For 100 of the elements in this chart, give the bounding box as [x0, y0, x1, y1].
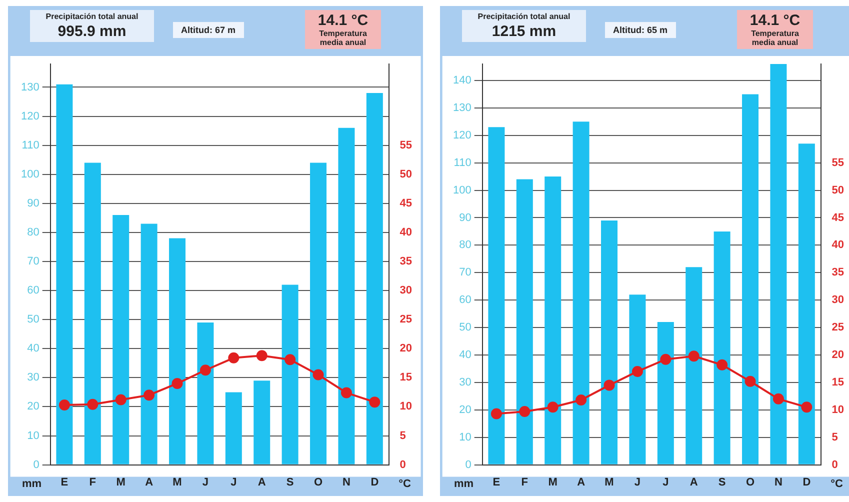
- bar: [225, 392, 242, 464]
- point: [172, 378, 183, 389]
- point: [519, 406, 530, 418]
- x-tick-label: E: [492, 476, 500, 488]
- x-tick-label: J: [662, 476, 669, 488]
- x-tick-label: A: [690, 476, 698, 488]
- y-tick-label: 50: [459, 322, 472, 334]
- bar: [572, 122, 590, 464]
- y2-tick-label: 20: [832, 349, 844, 362]
- y-tick-label: 20: [459, 404, 472, 416]
- point: [801, 402, 812, 413]
- bar: [282, 284, 298, 464]
- x-tick-label: M: [116, 476, 126, 488]
- x-tick-label: E: [60, 476, 68, 488]
- y-tick-label: 70: [27, 256, 40, 268]
- x-tick-label: O: [314, 476, 323, 488]
- text: 1215 mm: [490, 23, 558, 40]
- text: Precipitación total anual: [476, 12, 572, 21]
- text: 995.9 mm: [56, 23, 128, 40]
- bar: [742, 94, 759, 464]
- y-tick-label: 110: [22, 139, 40, 152]
- bar: [601, 220, 618, 464]
- text: Temperatura media anual: [750, 29, 800, 47]
- x-tick-label: F: [89, 476, 96, 488]
- x-tick-label: J: [634, 476, 641, 488]
- y-tick-label: 110: [454, 156, 472, 169]
- point: [284, 354, 296, 366]
- y2-tick-label: 5: [832, 431, 838, 444]
- y2-tick-label: 35: [832, 266, 844, 279]
- y2-tick-label: 10: [400, 400, 412, 413]
- y2-tick-label: 30: [832, 294, 844, 306]
- point: [688, 350, 700, 362]
- bar: [112, 215, 130, 464]
- y-tick-label: 90: [459, 212, 472, 224]
- y-tick-label: 120: [452, 129, 472, 142]
- bar: [629, 294, 646, 464]
- bar: [686, 267, 702, 464]
- point: [87, 398, 98, 410]
- bar: [56, 84, 73, 464]
- x-tick-label: J: [230, 476, 237, 488]
- text: 14.1 °C: [316, 12, 370, 29]
- point: [576, 394, 587, 406]
- x-tick-label: D: [370, 476, 379, 488]
- y-tick-label: 80: [459, 239, 472, 252]
- y-tick-label: 70: [459, 266, 472, 279]
- bar: [488, 127, 505, 464]
- text: 14.1 °C: [748, 12, 802, 29]
- y-tick-label: 130: [20, 81, 40, 94]
- y2-tick-label: 5: [400, 430, 406, 442]
- point: [312, 369, 324, 380]
- y2-tick-label: 10: [832, 404, 844, 416]
- text: Altitud: 65 m: [613, 25, 668, 35]
- y-axis-title: mm: [22, 478, 42, 490]
- x-tick-label: O: [746, 476, 755, 488]
- x-tick-label: S: [718, 476, 726, 488]
- y-tick-label: 0: [465, 458, 472, 471]
- point: [632, 366, 643, 377]
- y2-tick-label: 50: [832, 184, 844, 196]
- y-tick-label: 100: [20, 168, 40, 180]
- y2-tick-label: 35: [400, 256, 412, 268]
- point: [772, 393, 784, 404]
- point: [256, 350, 268, 362]
- y2-tick-label: 25: [400, 314, 412, 326]
- y2-tick-label: 0: [400, 458, 406, 471]
- y2-tick-label: 25: [832, 322, 844, 334]
- bar: [197, 322, 214, 464]
- point: [547, 402, 558, 413]
- x-tick-label: M: [548, 476, 558, 488]
- point: [369, 396, 380, 408]
- y2-tick-label: 40: [832, 239, 844, 252]
- x-tick-label: F: [521, 476, 528, 488]
- y-tick-label: 50: [27, 314, 40, 326]
- y2-tick-label: 20: [400, 342, 412, 355]
- y2-tick-label: 55: [400, 139, 412, 152]
- bar: [84, 162, 101, 464]
- y-tick-label: 40: [27, 342, 40, 355]
- y-tick-label: 120: [20, 110, 40, 122]
- point: [115, 394, 126, 406]
- y-tick-label: 30: [459, 376, 472, 388]
- x-tick-label: A: [258, 476, 266, 488]
- y-tick-label: 90: [27, 197, 40, 210]
- x-tick-label: M: [172, 476, 182, 488]
- bar: [657, 322, 674, 464]
- y2-tick-label: 45: [400, 197, 412, 210]
- point: [144, 390, 155, 401]
- x-tick-label: A: [577, 476, 586, 488]
- point: [604, 380, 615, 391]
- text: Precipitación total anual: [44, 12, 140, 21]
- point: [200, 364, 211, 376]
- y2-tick-label: 15: [400, 372, 412, 384]
- bar: [140, 224, 158, 464]
- y2-tick-label: 30: [400, 284, 412, 297]
- y2-axis-title: °C: [398, 478, 411, 490]
- y2-axis-title: °C: [830, 478, 843, 490]
- point: [340, 387, 352, 398]
- y2-tick-label: 40: [400, 226, 412, 238]
- bar: [310, 162, 327, 464]
- y-tick-label: 10: [27, 430, 40, 442]
- y-tick-label: 40: [459, 349, 472, 362]
- bar: [798, 144, 815, 464]
